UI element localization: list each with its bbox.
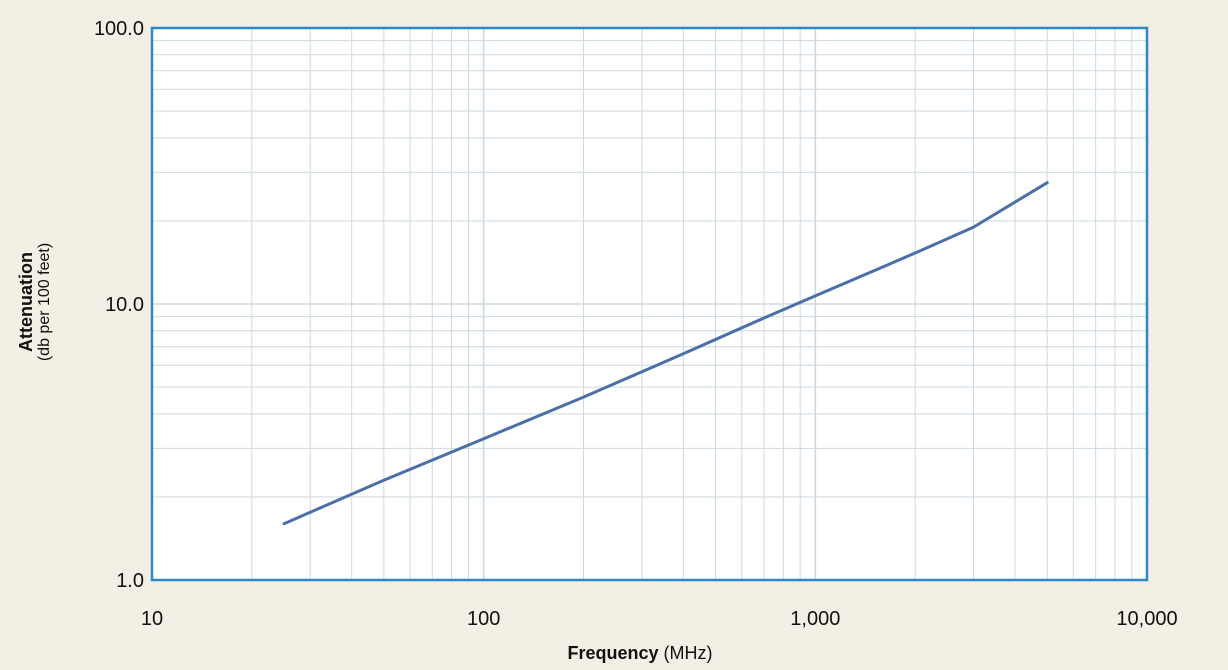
y-axis-ticks: 1.0 10.0 100.0 [94, 18, 144, 592]
x-axis-ticks: 10 100 1,000 10,000 [141, 608, 1178, 630]
x-axis-label: Frequency (MHz) [567, 643, 712, 663]
x-tick-label: 10 [141, 608, 163, 630]
x-axis-label-unit: (MHz) [664, 643, 713, 663]
y-axis-label-unit: (db per 100 feet) [36, 243, 53, 361]
x-tick-label: 1,000 [790, 608, 840, 630]
y-tick-label: 1.0 [116, 570, 144, 592]
x-tick-label: 10,000 [1116, 608, 1177, 630]
grid-lines [152, 28, 1147, 580]
x-axis-label-main: Frequency [567, 643, 658, 663]
y-tick-label: 100.0 [94, 18, 144, 40]
series-layer [282, 181, 1049, 526]
series-line-0 [282, 181, 1049, 526]
y-axis-label-group: Attenuation (db per 100 feet) [16, 243, 53, 361]
x-tick-label: 100 [467, 608, 500, 630]
plot-frame [150, 26, 1149, 582]
y-tick-label: 10.0 [105, 294, 144, 316]
y-axis-label: Attenuation [16, 252, 36, 352]
